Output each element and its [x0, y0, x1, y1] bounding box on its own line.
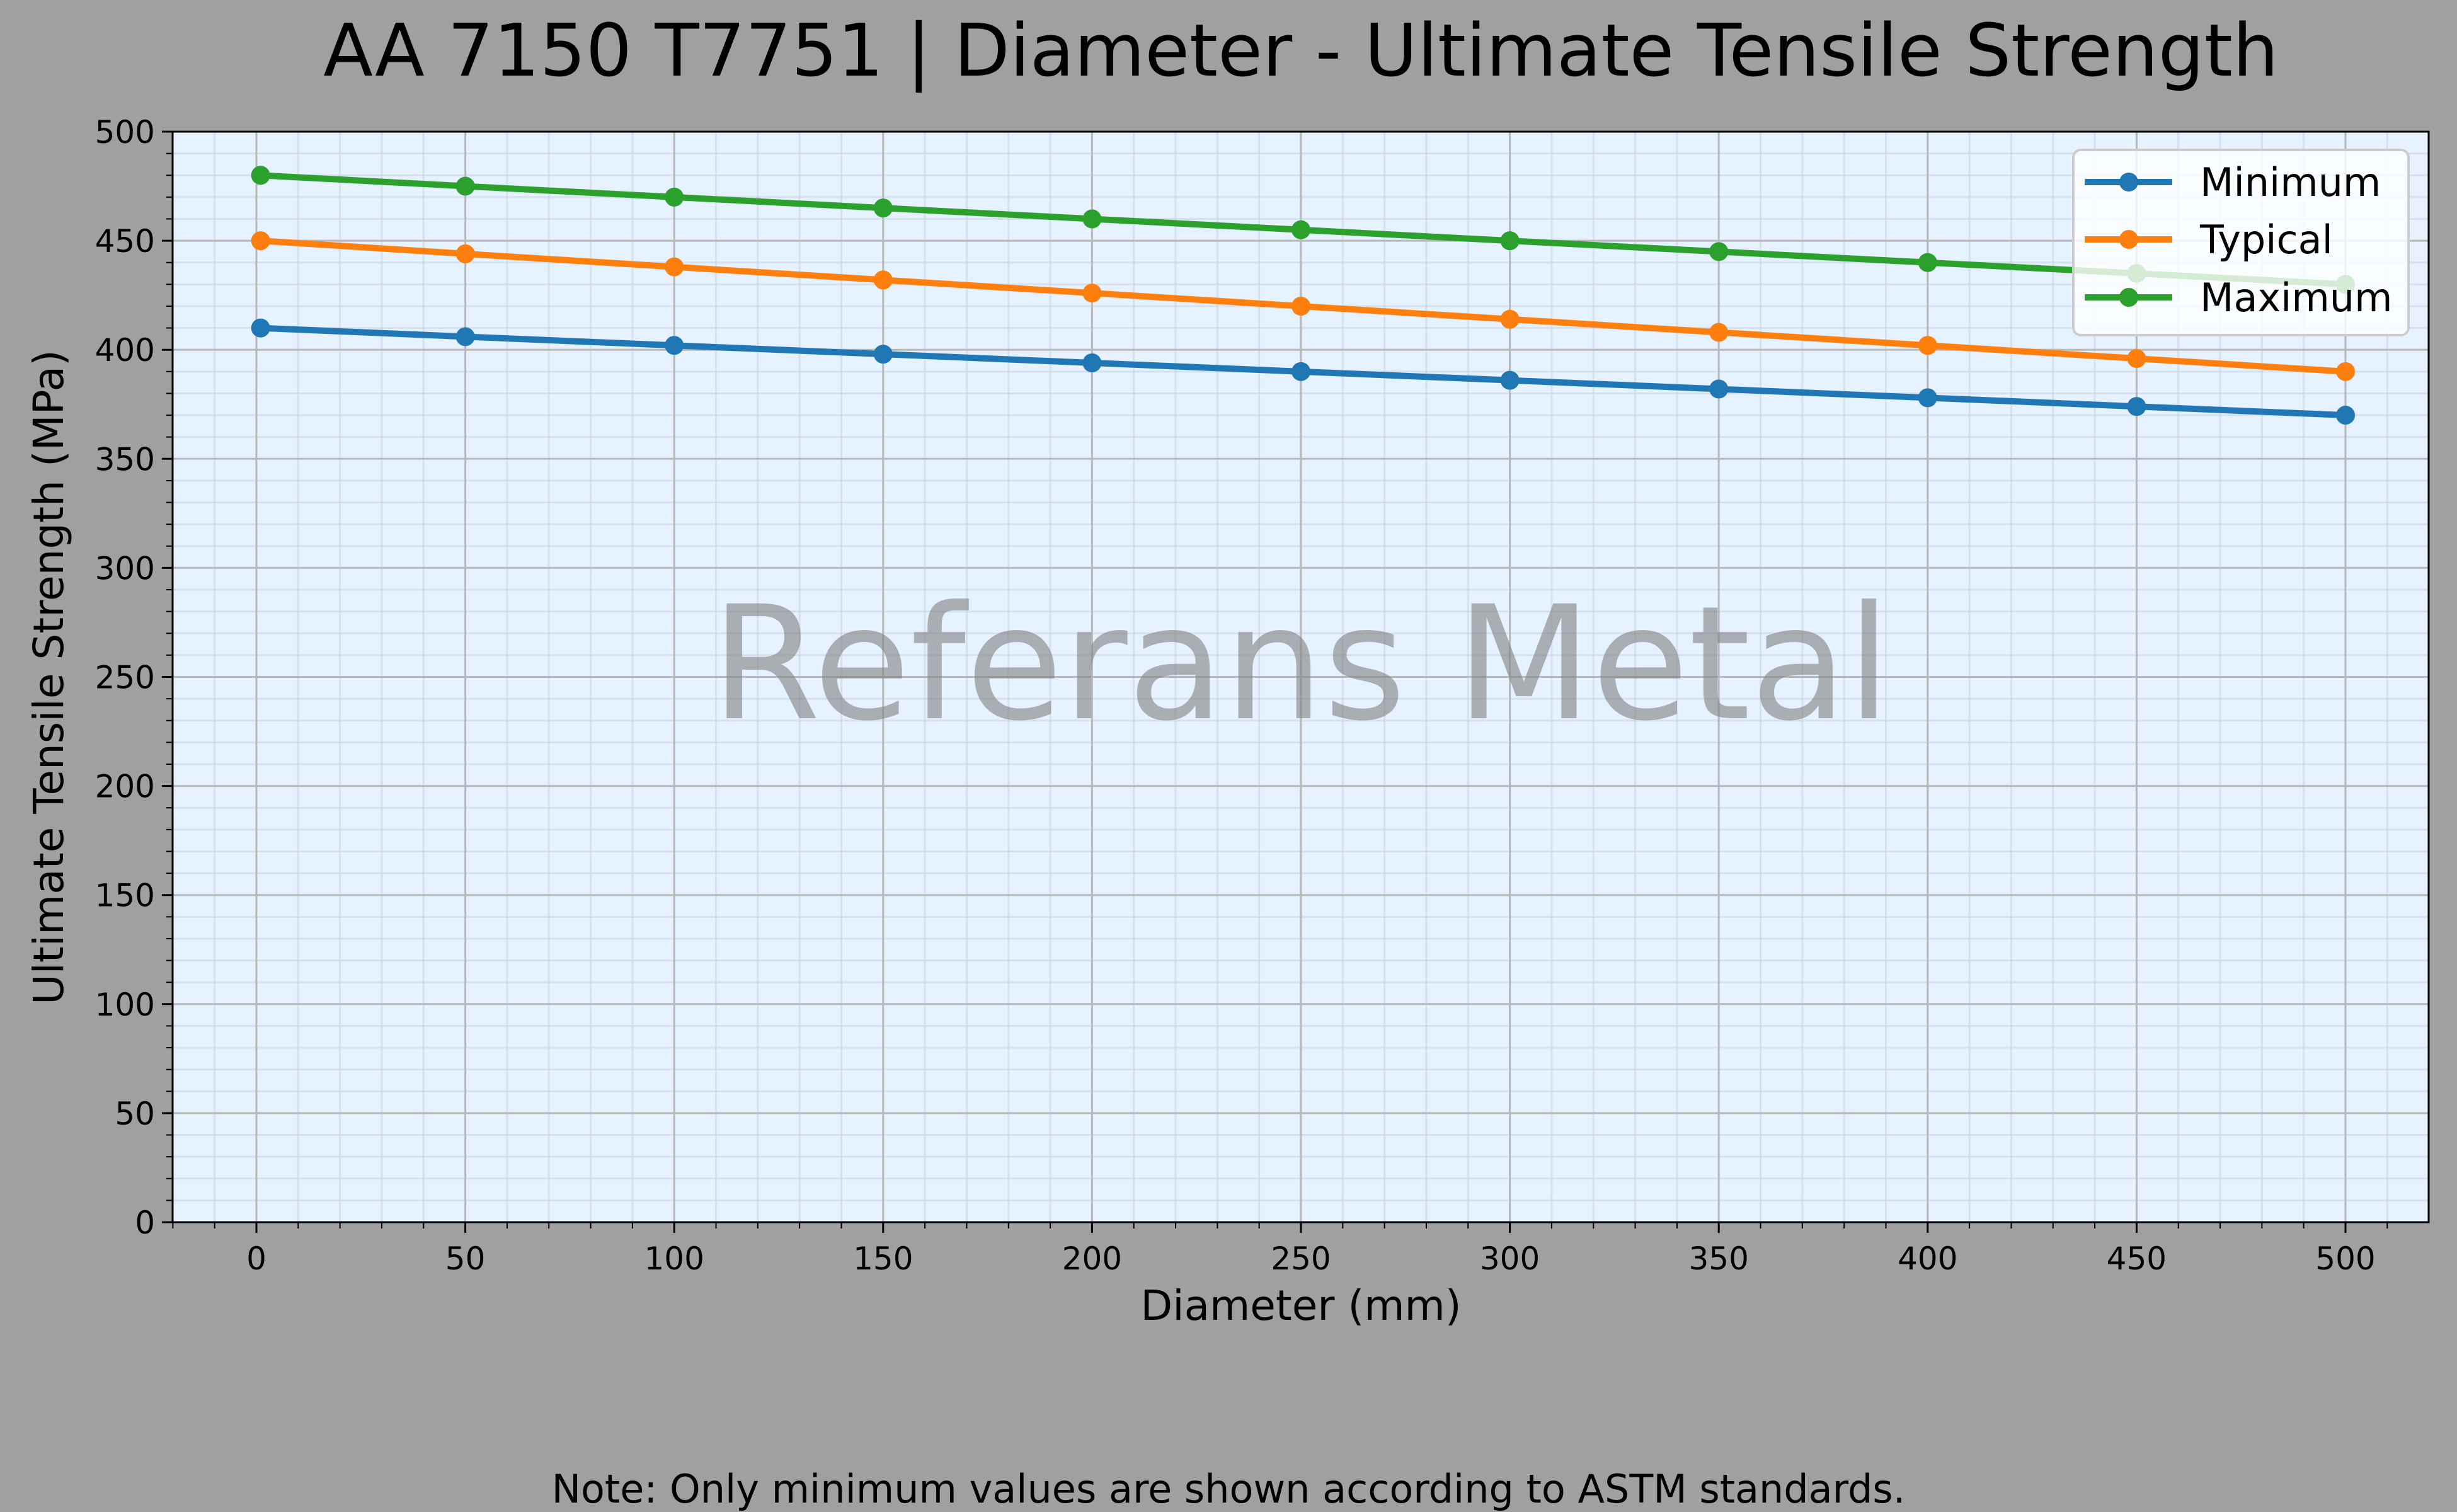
- point-maximum: [873, 198, 893, 218]
- point-typical: [873, 270, 893, 290]
- point-minimum: [2336, 406, 2355, 425]
- point-minimum: [1709, 379, 1729, 399]
- point-typical: [251, 231, 270, 251]
- y-tick-label: 50: [115, 1096, 155, 1132]
- x-tick-label: 500: [2315, 1240, 2375, 1277]
- y-tick-label: 100: [95, 987, 155, 1023]
- point-typical: [455, 244, 475, 263]
- point-minimum: [665, 336, 684, 355]
- legend-box: [2072, 149, 2410, 336]
- point-typical: [1918, 336, 1937, 355]
- point-typical: [2336, 362, 2355, 381]
- x-tick-label: 200: [1062, 1240, 1122, 1277]
- y-tick-label: 500: [95, 114, 155, 151]
- point-maximum: [251, 166, 270, 185]
- x-tick-label: 400: [1898, 1240, 1957, 1277]
- point-maximum: [1500, 231, 1520, 251]
- y-tick-label: 350: [95, 441, 155, 478]
- x-tick-label: 0: [246, 1240, 266, 1277]
- legend: Minimum Typical Maximum: [2072, 149, 2410, 336]
- point-typical: [1709, 323, 1729, 342]
- point-typical: [665, 257, 684, 277]
- point-typical: [1082, 284, 1102, 303]
- x-tick-label: 250: [1271, 1240, 1331, 1277]
- point-typical: [1292, 296, 1310, 316]
- ticks: 0 50 100 150 200 250 300 350 400 450 500 0 50 100 150 2…: [95, 114, 2388, 1277]
- legend-label-minimum: Minimum: [2200, 159, 2381, 205]
- series-minimum: [251, 318, 2355, 425]
- y-axis-label: Ultimate Tensile Strength (MPa): [25, 350, 73, 1004]
- legend-marker-typical: [2119, 230, 2138, 249]
- legend-marker-minimum: [2119, 173, 2138, 192]
- y-tick-label: 0: [135, 1205, 155, 1241]
- x-axis-label: Diameter (mm): [1140, 1281, 1461, 1330]
- point-maximum: [1292, 220, 1310, 239]
- point-maximum: [665, 187, 684, 207]
- legend-label-typical: Typical: [2199, 217, 2333, 263]
- series-group: [251, 166, 2355, 425]
- point-maximum: [1709, 242, 1729, 261]
- point-typical: [1500, 309, 1520, 329]
- point-minimum: [873, 345, 893, 364]
- x-tick-label: 350: [1688, 1240, 1748, 1277]
- point-maximum: [455, 176, 475, 196]
- footnote: Note: Only minimum values are shown acco…: [552, 1466, 1906, 1512]
- series-typical: [251, 231, 2355, 381]
- point-minimum: [251, 318, 270, 338]
- point-minimum: [1918, 388, 1937, 408]
- point-minimum: [1082, 353, 1102, 372]
- point-minimum: [455, 327, 475, 346]
- x-tick-label: 50: [445, 1240, 486, 1277]
- legend-label-maximum: Maximum: [2200, 275, 2393, 321]
- y-tick-label: 150: [95, 878, 155, 914]
- y-tick-label: 450: [95, 223, 155, 260]
- legend-marker-maximum: [2119, 288, 2138, 307]
- x-tick-label: 150: [853, 1240, 913, 1277]
- y-tick-label: 200: [95, 769, 155, 805]
- point-minimum: [2127, 397, 2146, 416]
- point-minimum: [1500, 370, 1520, 390]
- chart-title: AA 7150 T7751 | Diameter - Ultimate Tens…: [323, 9, 2279, 93]
- point-maximum: [1082, 209, 1102, 229]
- x-tick-label: 300: [1480, 1240, 1540, 1277]
- point-minimum: [1292, 362, 1310, 381]
- x-tick-label: 100: [644, 1240, 704, 1277]
- x-tick-label: 450: [2107, 1240, 2167, 1277]
- point-maximum: [1918, 253, 1937, 272]
- point-typical: [2127, 349, 2146, 369]
- watermark: Referans Metal: [711, 572, 1891, 755]
- y-tick-label: 250: [95, 660, 155, 696]
- y-tick-label: 400: [95, 332, 155, 369]
- y-tick-label: 300: [95, 550, 155, 587]
